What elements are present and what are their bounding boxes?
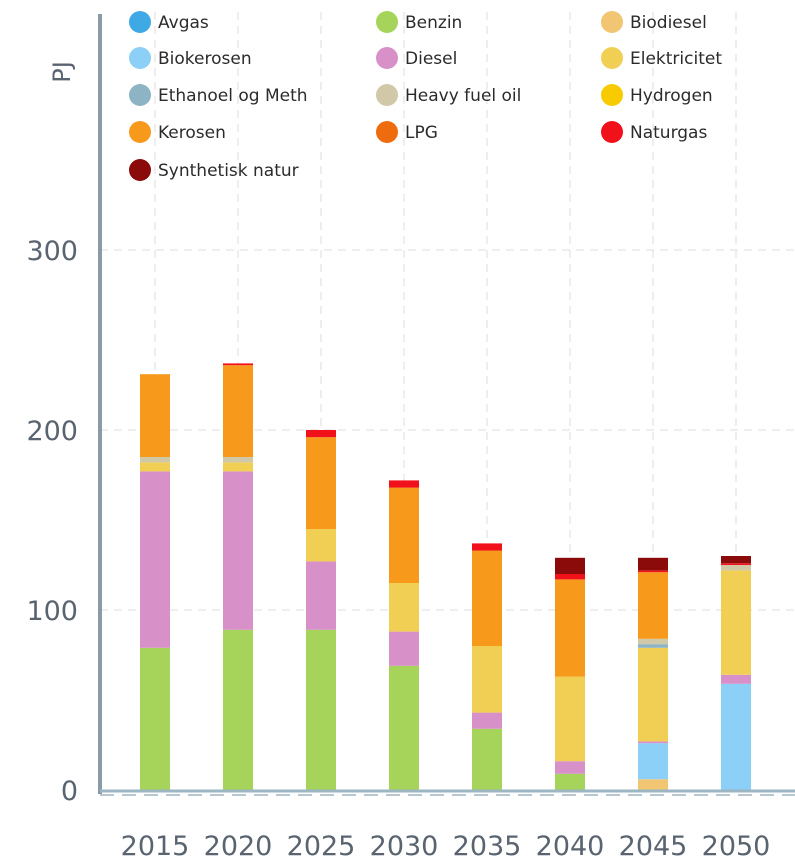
legend-marker (129, 84, 151, 106)
y-tick-label: 300 (26, 236, 78, 267)
legend-marker (601, 47, 623, 69)
bar-segment (721, 563, 751, 565)
bar-segment (721, 565, 751, 571)
bar-segment (140, 647, 170, 790)
legend-marker (376, 47, 398, 69)
bar-segment (223, 457, 253, 463)
bar-segment (555, 574, 585, 580)
x-tick-label: 2045 (619, 831, 688, 860)
x-tick-label: 2035 (453, 831, 522, 860)
legend-marker (376, 121, 398, 143)
bar-segment (389, 480, 419, 488)
bar-segment (223, 471, 253, 630)
bar-segment (555, 761, 585, 774)
legend-label: Diesel (405, 49, 457, 69)
bar-segment (638, 572, 668, 639)
bar-segment (638, 743, 668, 780)
bar-segment (472, 728, 502, 790)
bar-segment (389, 631, 419, 666)
bar-segment (389, 583, 419, 632)
bar-segment (638, 644, 668, 648)
bar-segment (140, 462, 170, 472)
legend-label: LPG (405, 123, 438, 143)
bar-segment (223, 363, 253, 366)
bar-segment (721, 683, 751, 790)
y-tick-label: 200 (26, 416, 78, 447)
x-tick-label: 2020 (204, 831, 273, 860)
bar-segment (306, 437, 336, 529)
bar-segment (721, 556, 751, 564)
bar-segment (140, 457, 170, 463)
bar-segment (472, 712, 502, 729)
bar-segment (472, 646, 502, 713)
legend-label: Naturgas (630, 123, 707, 143)
bar-segment (555, 557, 585, 574)
bar-segment (638, 779, 668, 790)
bar-segment (555, 676, 585, 762)
legend-marker (601, 11, 623, 33)
bar-segment (638, 741, 668, 744)
legend-marker (601, 84, 623, 106)
legend-label: Benzin (405, 13, 462, 33)
bar-segment (472, 550, 502, 646)
legend-marker (601, 121, 623, 143)
legend-label: Elektricitet (630, 49, 722, 69)
x-tick-label: 2050 (702, 831, 771, 860)
bar-segment (555, 579, 585, 677)
bar-segment (306, 561, 336, 630)
legend-label: Biodiesel (630, 13, 707, 33)
bar-segment (638, 647, 668, 742)
x-tick-label: 2025 (287, 831, 356, 860)
bar-segment (223, 365, 253, 457)
y-axis-label: PJ (48, 61, 76, 83)
legend-label: Kerosen (158, 123, 226, 143)
legend-marker (376, 11, 398, 33)
legend-marker (129, 47, 151, 69)
bar-segment (140, 471, 170, 648)
y-tick-label: 100 (26, 596, 78, 627)
legend-marker (129, 11, 151, 33)
bar-segment (472, 543, 502, 551)
legend-marker (129, 159, 151, 181)
bar-segment (306, 430, 336, 438)
legend-label: Synthetisk natur (158, 161, 299, 181)
legend-label: Avgas (158, 13, 209, 33)
legend-label: Heavy fuel oil (405, 86, 521, 106)
legend-marker (129, 121, 151, 143)
legend-marker (376, 84, 398, 106)
legend-label: Ethanoel og Meth (158, 86, 308, 106)
bar-segment (389, 487, 419, 583)
bar-segment (638, 638, 668, 645)
bar-segment (223, 629, 253, 790)
bar-segment (140, 374, 170, 457)
legend-label: Hydrogen (630, 86, 713, 106)
bar-segment (389, 665, 419, 790)
bar-segment (223, 462, 253, 472)
bar-segment (555, 773, 585, 790)
bar-segment (306, 629, 336, 790)
bar-segment (638, 570, 668, 573)
bar-segment (721, 674, 751, 684)
y-tick-label: 0 (61, 776, 78, 807)
x-tick-label: 2030 (370, 831, 439, 860)
bar-segment (721, 570, 751, 675)
x-tick-label: 2040 (536, 831, 605, 860)
legend-label: Biokerosen (158, 49, 252, 69)
x-tick-label: 2015 (121, 831, 190, 860)
bar-segment (638, 557, 668, 571)
bar-segment (306, 529, 336, 562)
